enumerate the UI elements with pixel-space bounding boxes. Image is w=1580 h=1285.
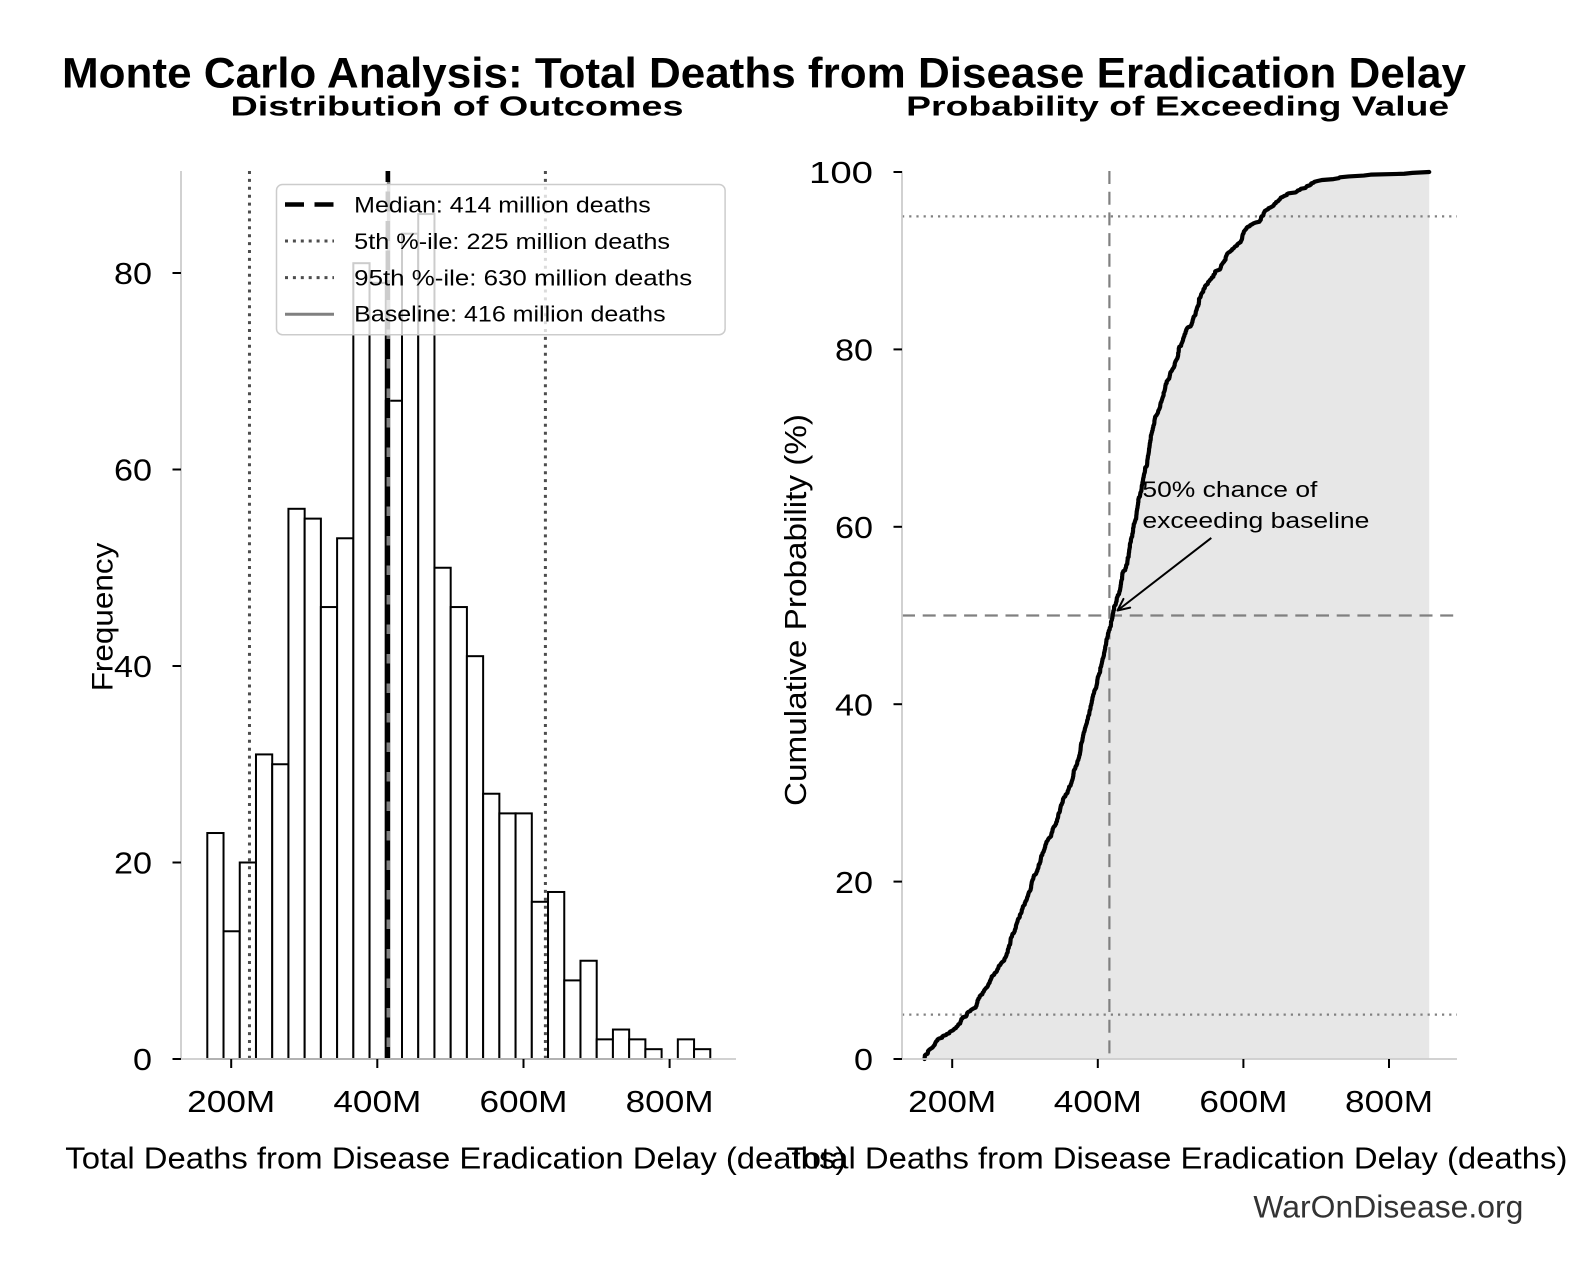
svg-text:Frequency: Frequency: [86, 543, 119, 692]
svg-text:40: 40: [835, 687, 873, 722]
svg-text:100: 100: [809, 155, 873, 190]
svg-text:80: 80: [835, 333, 873, 368]
svg-text:Distribution of Outcomes: Distribution of Outcomes: [231, 91, 684, 122]
svg-text:0: 0: [133, 1042, 152, 1077]
svg-text:exceeding baseline: exceeding baseline: [1142, 508, 1369, 533]
svg-text:80: 80: [114, 256, 152, 291]
svg-text:60: 60: [835, 510, 873, 545]
svg-text:200M: 200M: [908, 1084, 996, 1119]
svg-text:600M: 600M: [479, 1084, 567, 1119]
svg-text:600M: 600M: [1199, 1084, 1287, 1119]
svg-text:WarOnDisease.org: WarOnDisease.org: [1253, 1189, 1523, 1225]
svg-text:40: 40: [114, 649, 152, 684]
svg-text:0: 0: [854, 1042, 873, 1077]
svg-text:800M: 800M: [1345, 1084, 1433, 1119]
svg-text:400M: 400M: [333, 1084, 421, 1119]
svg-text:200M: 200M: [187, 1084, 275, 1119]
svg-text:Probability of Exceeding Value: Probability of Exceeding Value: [906, 91, 1449, 122]
svg-text:400M: 400M: [1054, 1084, 1142, 1119]
svg-text:Cumulative Probability (%): Cumulative Probability (%): [778, 414, 813, 806]
svg-text:5th %-ile: 225 million deaths: 5th %-ile: 225 million deaths: [354, 229, 670, 254]
svg-text:Total Deaths from Disease Erad: Total Deaths from Disease Eradication De…: [65, 1140, 846, 1175]
svg-text:Baseline: 416 million deaths: Baseline: 416 million deaths: [354, 301, 665, 326]
svg-text:Monte Carlo Analysis: Total De: Monte Carlo Analysis: Total Deaths from …: [62, 49, 1466, 97]
svg-text:800M: 800M: [626, 1084, 714, 1119]
svg-text:20: 20: [835, 865, 873, 900]
svg-text:60: 60: [114, 453, 152, 488]
svg-text:50% chance of: 50% chance of: [1142, 477, 1318, 502]
svg-text:95th %-ile: 630 million deaths: 95th %-ile: 630 million deaths: [354, 266, 692, 291]
svg-text:20: 20: [114, 846, 152, 881]
svg-text:Total Deaths from Disease Erad: Total Deaths from Disease Eradication De…: [786, 1140, 1567, 1175]
svg-text:Median: 414 million deaths: Median: 414 million deaths: [354, 193, 651, 218]
